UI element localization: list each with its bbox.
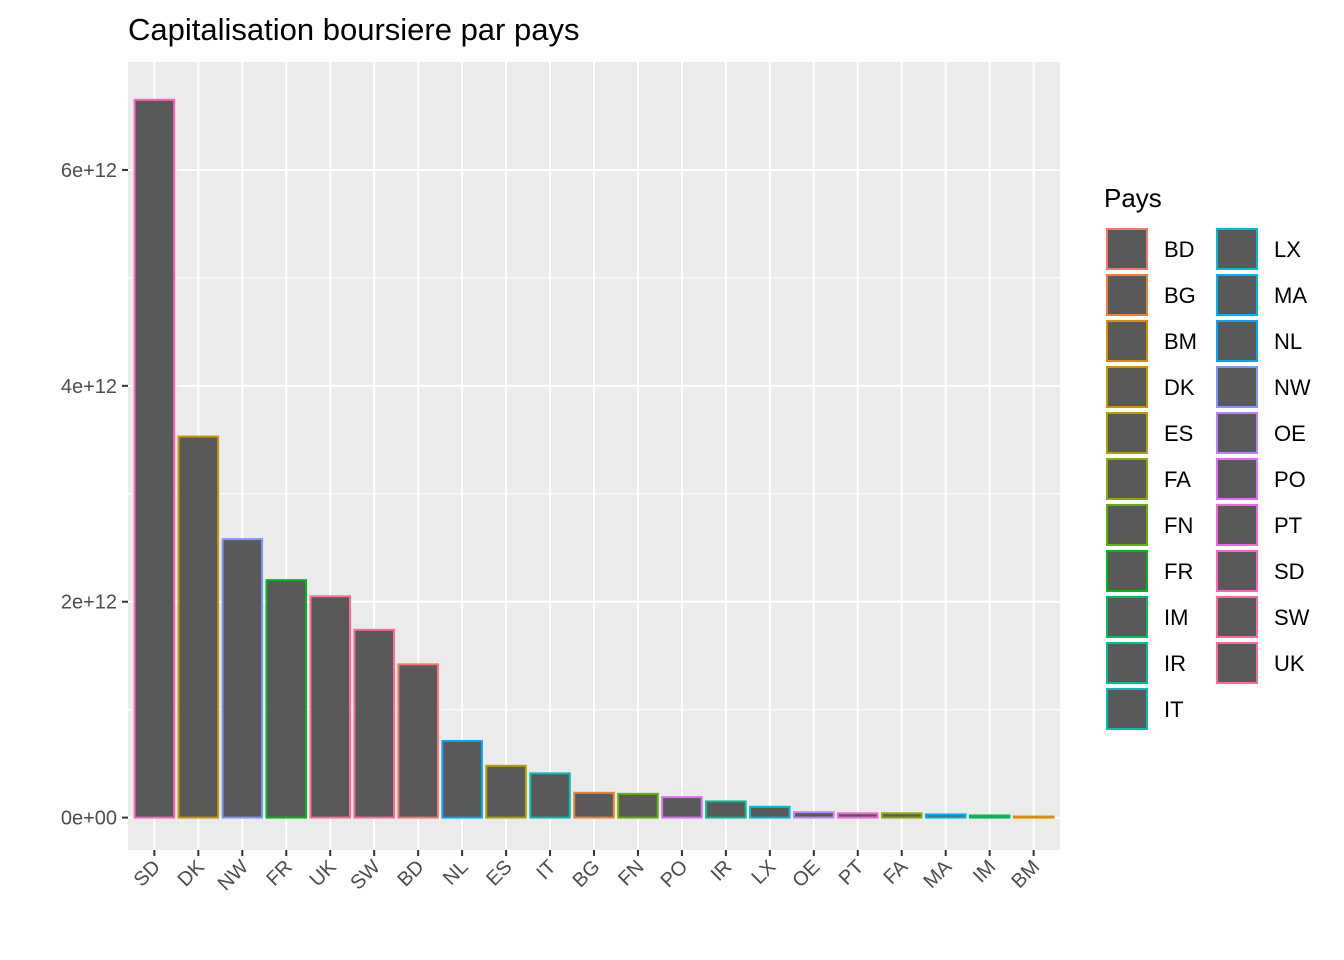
x-tick-label: IM (969, 856, 1000, 887)
legend-label: FA (1164, 467, 1191, 492)
chart-title: Capitalisation boursiere par pays (128, 12, 579, 47)
legend-label: NW (1274, 375, 1311, 400)
legend-label: MA (1274, 283, 1307, 308)
bar-bd (397, 663, 439, 819)
x-tick-label: BM (1007, 856, 1044, 893)
legend-key-bm (1106, 320, 1148, 362)
bar-lx (749, 805, 791, 819)
x-tick-label: BG (569, 856, 605, 892)
legend-key-ir (1106, 642, 1148, 684)
x-tick-label: SD (130, 856, 165, 891)
y-axis: 0e+00 2e+12 4e+12 6e+12 (61, 160, 128, 830)
bar-it (529, 772, 571, 819)
bar-nw (221, 538, 264, 819)
bar-po (661, 796, 703, 819)
legend-label: PT (1274, 513, 1302, 538)
x-tick-label: ES (482, 856, 516, 890)
legend-label: SD (1274, 559, 1305, 584)
legend-label: IR (1164, 651, 1186, 676)
x-tick-label: UK (306, 856, 342, 892)
bars (133, 98, 1055, 819)
legend-label: DK (1164, 375, 1195, 400)
x-tick-label: SW (346, 856, 384, 894)
bar-nl (441, 739, 483, 819)
bar-im (968, 814, 1011, 819)
bar-oe (793, 811, 835, 819)
legend-key-dk (1106, 366, 1148, 408)
legend-key-bd (1106, 228, 1148, 270)
legend-key-fr (1106, 550, 1148, 592)
bar-fr (265, 579, 308, 819)
x-tick-label: FA (879, 856, 912, 889)
legend-title: Pays (1104, 183, 1162, 213)
legend-label: PO (1274, 467, 1306, 492)
legend-label: BD (1164, 237, 1195, 262)
legend-label: FR (1164, 559, 1193, 584)
bar-dk (177, 435, 220, 819)
bar-ma (924, 813, 967, 819)
x-tick-label: MA (919, 856, 956, 893)
legend-label: UK (1274, 651, 1305, 676)
legend-label: IM (1164, 605, 1188, 630)
legend-key-sd (1216, 550, 1258, 592)
legend-label: BM (1164, 329, 1197, 354)
legend-key-nw (1216, 366, 1258, 408)
legend-key-oe (1216, 412, 1258, 454)
x-tick-label: DK (174, 856, 210, 892)
bar-ir (705, 800, 747, 819)
legend-key-po (1216, 458, 1258, 500)
legend-label: SW (1274, 605, 1310, 630)
legend-key-fn (1106, 504, 1148, 546)
legend-key-it (1106, 688, 1148, 730)
y-tick-label: 0e+00 (61, 808, 117, 830)
bar-uk (309, 595, 352, 819)
x-tick-label: PO (656, 856, 692, 892)
y-tick-label: 4e+12 (61, 376, 117, 398)
bar-es (485, 764, 527, 819)
legend-key-uk (1216, 642, 1258, 684)
legend-key-sw (1216, 596, 1258, 638)
legend-label: NL (1274, 329, 1302, 354)
legend-label: BG (1164, 283, 1196, 308)
legend-key-lx (1216, 228, 1258, 270)
legend-label: OE (1274, 421, 1306, 446)
legend-label: IT (1164, 697, 1184, 722)
bar-pt (836, 812, 879, 819)
x-tick-label: PT (835, 856, 869, 890)
legend-label: LX (1274, 237, 1301, 262)
bar-sw (353, 628, 395, 819)
legend-key-pt (1216, 504, 1258, 546)
bar-bg (573, 791, 615, 819)
bar-fa (880, 812, 923, 819)
legend-key-ma (1216, 274, 1258, 316)
legend-key-es (1106, 412, 1148, 454)
x-tick-label: LX (748, 856, 781, 889)
y-tick-label: 6e+12 (61, 160, 117, 182)
legend-key-bg (1106, 274, 1148, 316)
x-tick-label: FN (614, 856, 648, 890)
x-axis: SD DK NW FR UK SW BD NL ES IT BG FN PO IR LX OE PT FA MA IM… (130, 850, 1044, 895)
x-tick-label: NW (214, 856, 253, 895)
bar-sd (133, 98, 176, 819)
bar-fn (617, 792, 659, 819)
x-tick-label: IR (707, 856, 737, 886)
x-tick-label: OE (788, 856, 824, 892)
legend-key-fa (1106, 458, 1148, 500)
legend-key-im (1106, 596, 1148, 638)
legend-key-nl (1216, 320, 1258, 362)
legend-label: ES (1164, 421, 1193, 446)
x-tick-label: IT (532, 856, 560, 884)
legend-label: FN (1164, 513, 1193, 538)
x-tick-label: FR (262, 856, 296, 890)
x-tick-label: NL (439, 856, 473, 890)
bar-bm (1012, 815, 1055, 819)
x-tick-label: BD (393, 856, 428, 891)
y-tick-label: 2e+12 (61, 592, 117, 614)
